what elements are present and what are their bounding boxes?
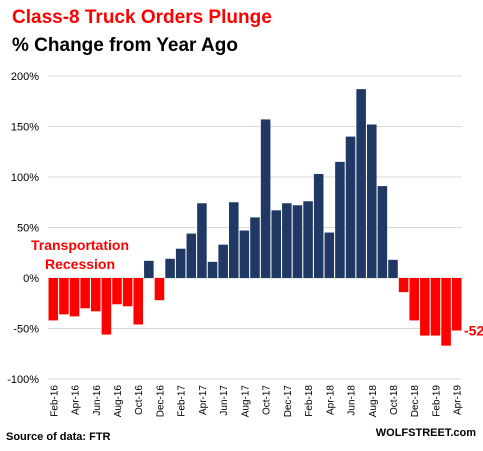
- bar: [175, 248, 186, 278]
- credit: WOLFSTREET.com: [376, 427, 476, 439]
- y-tick-label: -50%: [13, 324, 39, 336]
- y-tick-label: 50%: [17, 223, 39, 235]
- x-tick-label: Feb-18: [304, 385, 315, 417]
- bar: [388, 259, 398, 278]
- x-tick-label: Jun-16: [92, 385, 103, 416]
- x-tick-label: Feb-19: [431, 385, 442, 417]
- x-tick-label: Apr-19: [453, 385, 464, 415]
- bar: [303, 201, 313, 278]
- x-tick-label: Oct-18: [389, 385, 400, 415]
- bar: [356, 89, 366, 278]
- bar: [324, 232, 335, 278]
- bar: [165, 258, 175, 278]
- bar: [133, 278, 144, 325]
- bar: [186, 233, 197, 278]
- y-tick-label: 200%: [11, 71, 39, 83]
- x-tick-label: Jun-17: [219, 385, 230, 416]
- x-tick-label: Aug-17: [240, 385, 251, 418]
- x-tick-label: Oct-16: [134, 385, 145, 415]
- bar: [409, 278, 420, 321]
- bar: [398, 278, 409, 293]
- bar: [80, 278, 90, 309]
- bar: [197, 203, 207, 278]
- annotation-line: Transportation: [31, 237, 129, 253]
- x-tick-label: Apr-16: [71, 385, 82, 415]
- x-tick-label: Feb-16: [49, 385, 60, 417]
- y-tick-label: 100%: [11, 172, 39, 184]
- bar: [218, 244, 228, 278]
- x-tick-label: Apr-18: [325, 385, 336, 415]
- x-tick-label: Aug-16: [113, 385, 124, 418]
- bar: [48, 278, 59, 321]
- source: Source of data: FTR: [6, 431, 111, 443]
- annotation: Transportation Recession: [31, 237, 129, 272]
- bar: [430, 278, 441, 336]
- bar: [377, 186, 388, 278]
- x-tick-label: Dec-17: [283, 385, 294, 418]
- bar: [228, 202, 239, 278]
- value-label: -52%: [464, 323, 483, 339]
- bar: [59, 278, 69, 315]
- bar: [101, 278, 112, 335]
- bar: [154, 278, 165, 301]
- y-tick-label: 150%: [11, 122, 39, 134]
- bar: [451, 278, 462, 331]
- bar: [239, 230, 250, 278]
- bar: [282, 203, 292, 278]
- x-tick-label: Jun-18: [347, 385, 358, 416]
- bar: [144, 260, 154, 278]
- bar: [345, 136, 356, 278]
- bar: [335, 161, 345, 278]
- bar: [260, 119, 271, 279]
- x-tick-label: Aug-18: [368, 385, 379, 418]
- y-tick-label: -100%: [7, 374, 39, 386]
- bar: [292, 205, 303, 278]
- x-tick-label: Oct-17: [262, 385, 273, 415]
- bar: [420, 278, 430, 336]
- x-tick-label: Dec-18: [410, 385, 421, 418]
- bar: [69, 278, 80, 317]
- bar: [207, 261, 218, 278]
- bar: [271, 210, 282, 278]
- bar: [313, 173, 324, 278]
- annotation-line: Recession: [45, 256, 115, 272]
- bar: [250, 217, 260, 278]
- bar: [441, 278, 451, 346]
- y-tick-label: 0%: [23, 273, 39, 285]
- x-tick-label: Feb-17: [177, 385, 188, 417]
- chart-title: Class-8 Truck Orders Plunge: [12, 7, 272, 28]
- bar: [112, 278, 122, 305]
- x-tick-label: Apr-17: [198, 385, 209, 415]
- x-tick-label: Dec-16: [155, 385, 166, 418]
- bar: [122, 278, 133, 307]
- chart-subtitle: % Change from Year Ago: [12, 35, 238, 56]
- bar: [90, 278, 101, 312]
- bar: [366, 124, 377, 278]
